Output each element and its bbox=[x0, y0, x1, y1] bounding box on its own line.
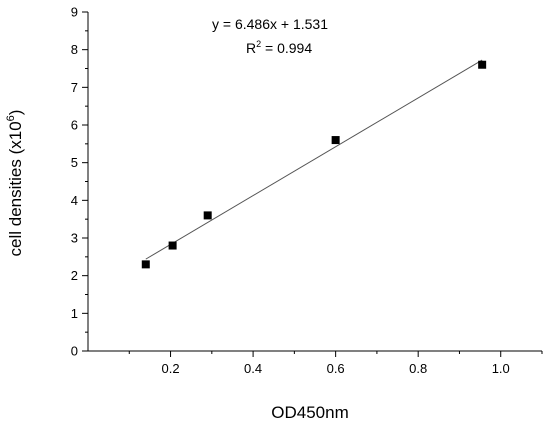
x-axis-title: OD450nm bbox=[271, 403, 348, 422]
data-point bbox=[478, 60, 487, 69]
data-point bbox=[168, 241, 177, 250]
x-tick-label: 0.8 bbox=[409, 361, 427, 376]
y-tick-label: 6 bbox=[71, 118, 78, 133]
y-tick-label: 0 bbox=[71, 344, 78, 359]
r-squared-value: = 0.994 bbox=[261, 40, 312, 56]
y-tick-label: 3 bbox=[71, 231, 78, 246]
r-squared-superscript: 2 bbox=[256, 39, 261, 49]
y-tick-label: 8 bbox=[71, 42, 78, 57]
x-tick-label: 1.0 bbox=[492, 361, 510, 376]
y-axis-title-main: cell densities (x10 bbox=[6, 121, 25, 256]
fit-layer bbox=[145, 59, 483, 260]
y-tick-label: 9 bbox=[71, 5, 78, 20]
data-point bbox=[203, 211, 212, 220]
y-tick-label: 4 bbox=[71, 193, 78, 208]
x-tick-label: 0.6 bbox=[327, 361, 345, 376]
r-squared-prefix: R bbox=[246, 40, 256, 56]
x-tick-label: 0.4 bbox=[244, 361, 262, 376]
data-point bbox=[141, 260, 150, 269]
y-tick-label: 5 bbox=[71, 155, 78, 170]
x-ticks: 0.2 0.4 0.6 0.8 1.0 bbox=[128, 351, 543, 376]
data-point bbox=[331, 136, 340, 145]
equation-annotation: y = 6.486x + 1.531 bbox=[212, 16, 328, 32]
y-tick-label: 2 bbox=[71, 268, 78, 283]
r-squared-annotation: R2 = 0.994 bbox=[246, 39, 312, 56]
y-tick-label: 1 bbox=[71, 306, 78, 321]
y-ticks: 0 1 2 3 4 5 6 7 8 9 bbox=[71, 5, 88, 359]
fit-line bbox=[145, 59, 483, 260]
axes bbox=[87, 12, 542, 352]
y-tick-label: 7 bbox=[71, 80, 78, 95]
x-tick-label: 0.2 bbox=[162, 361, 180, 376]
y-axis-title: cell densities (x106) bbox=[5, 110, 25, 257]
y-axis-title-suffix: ) bbox=[6, 110, 25, 116]
points-layer bbox=[141, 60, 487, 269]
y-axis-title-superscript: 6 bbox=[5, 115, 17, 121]
